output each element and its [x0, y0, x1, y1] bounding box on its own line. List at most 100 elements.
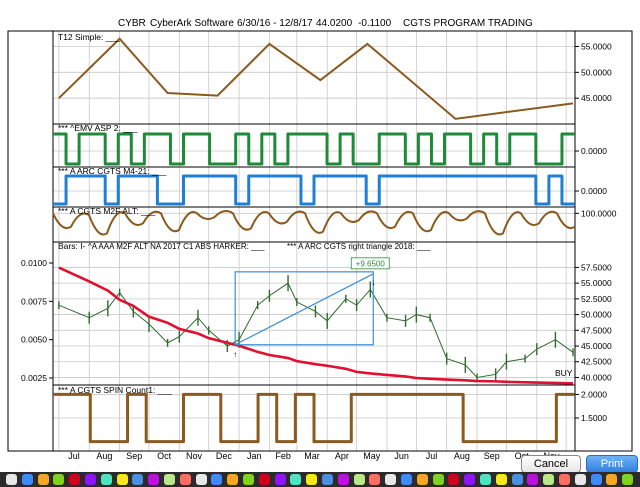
dock-app-icon[interactable] — [401, 474, 412, 485]
dock-app-icon[interactable] — [258, 474, 270, 485]
dock-app-icon[interactable] — [590, 474, 602, 485]
dock-app-icon[interactable] — [164, 474, 175, 485]
dock-app-icon[interactable] — [274, 474, 286, 485]
dock-app-icon[interactable] — [227, 474, 239, 485]
dock-app-icon[interactable] — [559, 474, 570, 485]
dock-app-icon[interactable] — [432, 474, 444, 485]
dock-app-icon[interactable] — [385, 474, 397, 485]
cancel-button[interactable]: Cancel — [521, 455, 581, 473]
main-right-tick-label: 52.5000 — [581, 294, 612, 304]
main-left-tick-label: 0.0075 — [21, 296, 47, 306]
main-left-tick-label: 0.0100 — [21, 258, 47, 268]
dock-app-icon[interactable] — [622, 474, 634, 485]
dock-app-icon[interactable] — [448, 474, 460, 485]
window-header: CYBR CyberArk Software 6/30/16 - 12/8/17… — [118, 18, 533, 29]
x-axis-label: Aug — [96, 451, 112, 461]
main-right-tick-label: 50.0000 — [581, 310, 612, 320]
plot-layer — [52, 37, 576, 444]
dock-app-icon[interactable] — [195, 474, 207, 485]
dock-app-icon[interactable] — [243, 474, 254, 485]
spin-tick-label: 2.0000 — [581, 389, 607, 399]
x-axis-label: Mar — [304, 451, 320, 461]
print-button[interactable]: Print — [586, 455, 638, 473]
main-right-tick-label: 40.0000 — [581, 372, 612, 382]
dock-app-icon[interactable] — [116, 474, 128, 485]
m4-label: *** A ARC CGTS M4-21: ___ — [58, 166, 166, 176]
dock-app-icon[interactable] — [511, 474, 523, 485]
x-axis-label: Nov — [186, 451, 203, 461]
x-axis-label: Sep — [126, 451, 142, 461]
main-right-tick-label: 45.0000 — [581, 341, 612, 351]
dock-app-icon[interactable] — [53, 474, 65, 485]
x-axis-label: Aug — [454, 451, 470, 461]
dock-app-icon[interactable] — [322, 474, 333, 485]
spin-line — [53, 392, 575, 444]
dock-app-icon[interactable] — [69, 474, 81, 485]
dock-bar — [0, 472, 640, 487]
t12-tick-label: 55.0000 — [581, 42, 612, 52]
emv-label: *** ^EMV ASP 2: ___ — [58, 123, 138, 133]
x-axis-label: Feb — [275, 451, 291, 461]
triangle-value-box — [350, 257, 390, 270]
main-left-tick-label: 0.0050 — [21, 335, 47, 345]
emv-tick-label: 0.0000 — [581, 146, 607, 156]
dock-app-icon[interactable] — [480, 474, 491, 485]
t12-label: T12 Simple: ___ — [58, 32, 120, 42]
triangle-box — [234, 271, 374, 346]
dock-app-icon[interactable] — [369, 474, 381, 485]
triangle-label: *** A ARC CGTS right triangle 2018: ___ — [287, 242, 431, 251]
dock-app-icon[interactable] — [290, 474, 302, 485]
x-axis-label: Jul — [426, 451, 438, 461]
outer-frame — [7, 30, 633, 452]
dock-app-icon[interactable] — [543, 474, 555, 485]
dock-app-icon[interactable] — [337, 474, 349, 485]
symbol-text: CYBR — [118, 18, 146, 29]
panel-frames — [7, 30, 633, 452]
main-right-tick-label: 42.5000 — [581, 357, 612, 367]
m2f-tick-label: 100.0000 — [581, 208, 617, 218]
m2f-line — [52, 209, 576, 236]
x-axis-label: Dec — [216, 451, 233, 461]
m4-tick-label: 0.0000 — [581, 186, 607, 196]
main-left-tick-label: 0.0025 — [21, 373, 47, 383]
emv-line — [53, 132, 575, 166]
dock-app-icon[interactable] — [306, 474, 318, 485]
dock-app-icon[interactable] — [574, 474, 586, 485]
x-axis-label: Jun — [394, 451, 409, 461]
triangle-value-label: +9.6500 — [356, 259, 386, 268]
x-axis-label: Apr — [335, 451, 349, 461]
dock-app-icon[interactable] — [416, 474, 428, 485]
dock-app-icon[interactable] — [495, 474, 507, 485]
dock-app-icon[interactable] — [100, 474, 112, 485]
m2f-label: *** A CGTS M2F ALT: ___ — [58, 206, 155, 216]
dock-app-icon[interactable] — [21, 474, 33, 485]
dock-app-icon[interactable] — [606, 474, 618, 485]
dock-app-icon[interactable] — [37, 474, 49, 485]
date-range-text: 6/30/16 - 12/8/17 — [237, 18, 313, 29]
program-text: CGTS PROGRAM TRADING — [403, 18, 533, 29]
bars-label: Bars: I- — [58, 241, 86, 251]
dock-app-icon[interactable] — [132, 474, 144, 485]
x-axis-label: Oct — [157, 451, 172, 461]
dock-app-icon[interactable] — [6, 474, 17, 485]
x-axis-label: Sep — [484, 451, 500, 461]
dock-app-icon[interactable] — [353, 474, 365, 485]
triangle-hypotenuse — [234, 273, 374, 346]
company-text: CyberArk Software — [150, 18, 234, 29]
curve-line — [58, 266, 574, 385]
dock-app-icon[interactable] — [527, 474, 539, 485]
price-line — [58, 282, 574, 378]
dock-app-icon[interactable] — [211, 474, 223, 485]
t12-line — [58, 37, 574, 120]
t12-tick-label: 50.0000 — [581, 67, 612, 77]
price-text: 44.0200 — [316, 18, 353, 29]
study-label: ^A AAA M2F ALT NA 2017 C1 ABS HARKER: __… — [88, 242, 265, 251]
dock-app-icon[interactable] — [179, 474, 191, 485]
dock-app-icon[interactable] — [464, 474, 476, 485]
dock-app-icon[interactable] — [85, 474, 96, 485]
buy-label: BUY — [555, 368, 573, 378]
label-layer: Jul Aug Sep Oct Nov Dec Jan Feb Mar Apr May Jun Jul A… — [21, 32, 617, 461]
dock-app-icon[interactable] — [148, 474, 160, 485]
change-text: -0.1100 — [358, 18, 392, 29]
